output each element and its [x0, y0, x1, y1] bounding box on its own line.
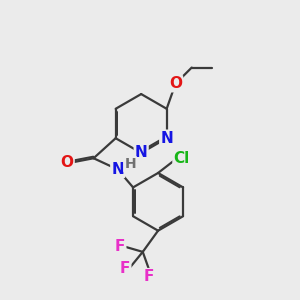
Text: H: H: [124, 157, 136, 171]
Text: O: O: [61, 155, 74, 170]
Text: O: O: [169, 76, 182, 91]
Text: N: N: [111, 162, 124, 177]
Text: N: N: [135, 146, 148, 160]
Text: F: F: [144, 269, 154, 284]
Text: N: N: [160, 131, 173, 146]
Text: F: F: [115, 239, 125, 254]
Text: Cl: Cl: [173, 151, 190, 166]
Text: F: F: [120, 261, 130, 276]
